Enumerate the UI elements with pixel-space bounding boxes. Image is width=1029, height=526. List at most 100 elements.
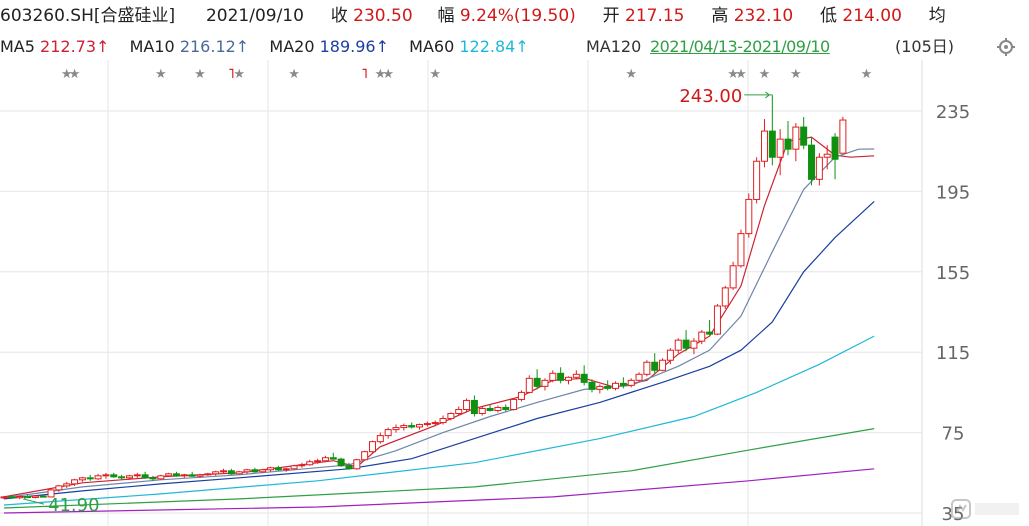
candle-body: [666, 349, 674, 361]
high-pointer: [744, 91, 773, 99]
candle-body: [706, 331, 714, 335]
candle-body: [78, 477, 86, 481]
ma20-value: 189.96↑: [319, 37, 389, 56]
candle: [760, 119, 768, 168]
candle-body: [753, 160, 761, 200]
candle: [368, 440, 376, 453]
candle-body: [635, 373, 643, 381]
candle-body: [16, 496, 24, 499]
candle: [776, 129, 784, 176]
candle: [71, 478, 79, 486]
candle-body: [55, 485, 63, 491]
candle: [392, 424, 400, 433]
y-tick-label: 155: [936, 263, 970, 284]
candle-body: [180, 474, 188, 477]
candle: [400, 423, 408, 431]
ma60-label: MA60: [409, 37, 455, 56]
candle-body: [502, 406, 510, 410]
candle-body: [8, 496, 16, 499]
candle-body: [243, 469, 251, 473]
candle: [651, 353, 659, 375]
settings-icon[interactable]: [997, 38, 1015, 56]
candle: [612, 381, 620, 391]
candle-body: [525, 377, 533, 393]
stock-code: 603260.SH[合盛硅业]: [0, 6, 176, 26]
candle: [447, 412, 455, 421]
candle: [502, 404, 510, 412]
candle-body: [157, 475, 165, 480]
candle: [180, 473, 188, 478]
candle-body: [94, 475, 102, 480]
candle: [361, 450, 369, 461]
candle-body: [674, 339, 682, 351]
candle-body: [612, 382, 620, 389]
candle: [39, 494, 47, 498]
candle-body: [823, 153, 831, 158]
candle: [78, 476, 86, 482]
candle: [831, 133, 839, 180]
candle: [243, 468, 251, 474]
candle: [118, 474, 126, 480]
low-pointer: [22, 495, 45, 505]
candle: [86, 474, 94, 481]
ma120-overlap-label: MA120: [586, 37, 642, 56]
candle-body: [71, 479, 79, 485]
event-star-icon: ★: [735, 67, 747, 82]
candle: [729, 261, 737, 290]
candle-body: [745, 198, 753, 235]
candle-body: [133, 474, 141, 477]
candle: [423, 421, 431, 427]
candle: [439, 415, 447, 425]
candle: [494, 405, 502, 413]
candle: [157, 474, 165, 480]
candle-body: [0, 496, 8, 499]
candle-body: [63, 483, 71, 487]
candle-body: [86, 477, 94, 480]
candle-body: [533, 377, 541, 387]
candle-body: [384, 429, 392, 437]
candle: [384, 427, 392, 439]
candle-body: [376, 435, 384, 443]
candle-body: [188, 474, 196, 477]
candle-body: [808, 144, 816, 180]
candle: [204, 472, 212, 476]
candle-body: [400, 425, 408, 429]
candle-body: [768, 130, 776, 158]
candle-body: [643, 361, 651, 375]
candle: [165, 472, 173, 477]
low-price-label: 41.90: [48, 495, 100, 516]
candle: [259, 468, 267, 473]
high-label: 高: [711, 6, 729, 26]
candle-body: [259, 469, 267, 473]
candle: [267, 466, 275, 472]
candle: [682, 330, 690, 352]
y-tick-label: 195: [936, 182, 970, 203]
candle: [808, 137, 816, 186]
candle: [784, 121, 792, 156]
candle-body: [439, 418, 447, 424]
candle: [463, 398, 471, 412]
candle-body: [172, 473, 180, 477]
candle: [768, 94, 776, 166]
event-star-icon: ★: [233, 67, 245, 82]
candle-body: [361, 451, 369, 461]
candle: [721, 285, 729, 309]
candle: [0, 495, 8, 500]
candle: [525, 375, 533, 394]
range-dates-text[interactable]: 2021/04/13-2021/09/10: [650, 37, 830, 56]
candle: [674, 338, 682, 354]
watermark-logo: [951, 498, 1023, 522]
candle-body: [337, 458, 345, 467]
candle-body: [196, 474, 204, 477]
candle: [282, 467, 290, 472]
candle-body: [478, 407, 486, 415]
candle: [596, 384, 604, 394]
candle: [227, 468, 235, 475]
candle: [737, 229, 745, 268]
candle: [549, 370, 557, 383]
candle: [572, 370, 580, 380]
candle-body: [690, 340, 698, 349]
candle: [220, 468, 228, 474]
candle: [557, 367, 565, 384]
